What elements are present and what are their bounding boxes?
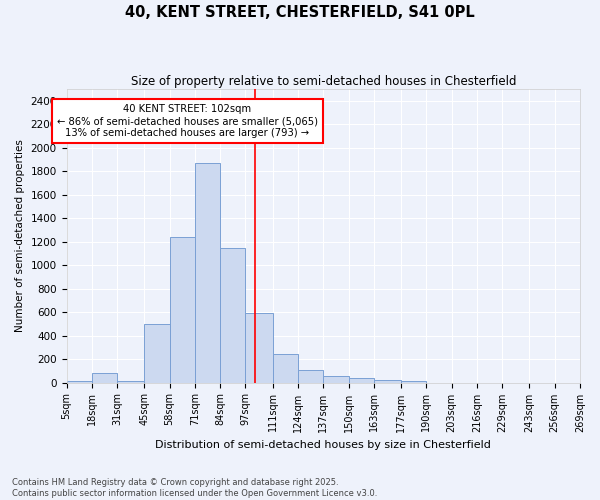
Bar [170, 237, 195, 382]
X-axis label: Distribution of semi-detached houses by size in Chesterfield: Distribution of semi-detached houses by … [155, 440, 491, 450]
Y-axis label: Number of semi-detached properties: Number of semi-detached properties [15, 140, 25, 332]
Bar [374, 380, 401, 382]
Bar [92, 373, 117, 382]
Bar [272, 354, 298, 382]
Text: 40, KENT STREET, CHESTERFIELD, S41 0PL: 40, KENT STREET, CHESTERFIELD, S41 0PL [125, 5, 475, 20]
Bar [245, 314, 272, 382]
Bar [298, 370, 323, 382]
Bar [195, 163, 220, 382]
Title: Size of property relative to semi-detached houses in Chesterfield: Size of property relative to semi-detach… [131, 75, 516, 88]
Bar [145, 324, 170, 382]
Bar [349, 378, 374, 382]
Text: 40 KENT STREET: 102sqm
← 86% of semi-detached houses are smaller (5,065)
13% of : 40 KENT STREET: 102sqm ← 86% of semi-det… [56, 104, 317, 138]
Bar [67, 381, 92, 382]
Text: Contains HM Land Registry data © Crown copyright and database right 2025.
Contai: Contains HM Land Registry data © Crown c… [12, 478, 377, 498]
Bar [220, 248, 245, 382]
Bar [323, 376, 349, 382]
